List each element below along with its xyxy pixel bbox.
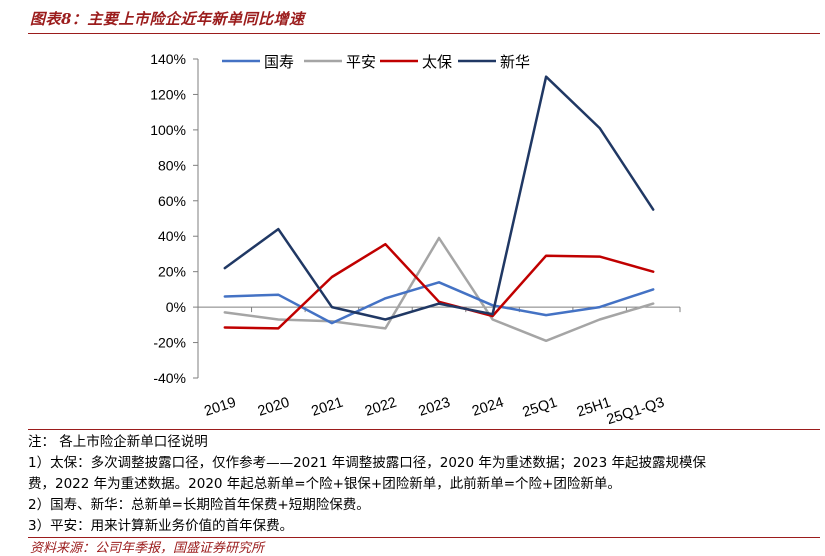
- y-tick-label: 60%: [158, 193, 186, 209]
- x-tick-label: 2024: [470, 395, 506, 420]
- y-tick-label: 100%: [150, 122, 186, 138]
- series-line-平安: [223, 236, 655, 343]
- y-tick-label: 140%: [150, 51, 186, 67]
- y-tick-label: 40%: [158, 228, 186, 244]
- legend-label: 国寿: [264, 54, 294, 71]
- legend-label: 新华: [500, 54, 530, 71]
- series-line-国寿: [223, 281, 655, 325]
- series-lines: [223, 75, 655, 343]
- x-tick-label: 2022: [363, 395, 399, 420]
- legend-label: 太保: [422, 54, 452, 71]
- line-chart: -40% -20% 0% 20% 40% 60% 80% 100% 120% 140% 2019 2…: [150, 51, 681, 429]
- x-tick-label: 2020: [256, 395, 292, 420]
- notes-block: 注： 各上市险企新单口径说明 1）太保：多次调整披露口径，仅作参考——2021 …: [28, 432, 820, 537]
- top-rule: [28, 33, 820, 34]
- series-line-新华: [223, 75, 655, 321]
- y-axis: -40% -20% 0% 20% 40% 60% 80% 100% 120% 140%: [150, 51, 199, 386]
- note-line: 2）国寿、新华：总新单=长期险首年保费+短期险保费。: [28, 497, 370, 513]
- y-tick-label: 120%: [150, 86, 186, 102]
- x-tick-label: 2019: [202, 395, 238, 420]
- note-line: 1）太保：多次调整披露口径，仅作参考——2021 年调整披露口径，2020 年为…: [28, 455, 707, 471]
- x-tick-label: 2021: [309, 395, 345, 420]
- note-line: 注： 各上市险企新单口径说明: [28, 434, 208, 450]
- y-tick-label: 80%: [158, 157, 186, 173]
- figure-title: 图表8：主要上市险企近年新单同比增速: [30, 10, 305, 28]
- legend-label: 平安: [346, 54, 376, 71]
- legend: 国寿 平安 太保 新华: [222, 54, 530, 71]
- x-tick-label: 25Q1: [521, 395, 560, 421]
- x-tick-label: 2023: [417, 395, 453, 420]
- y-tick-label: 0%: [166, 299, 186, 315]
- middle-rule: [28, 429, 820, 430]
- y-tick-label: -40%: [153, 370, 186, 386]
- bottom-rule: [28, 537, 820, 538]
- note-line: 3）平安：用来计算新业务价值的首年保费。: [28, 518, 294, 534]
- series-line-太保: [223, 242, 655, 330]
- x-tick-label: 25Q1-Q3: [605, 395, 667, 429]
- y-tick-label: 20%: [158, 264, 186, 280]
- source-note: 资料来源：公司年季报，国盛证券研究所: [30, 541, 265, 556]
- y-tick-label: -20%: [153, 335, 186, 351]
- note-line: 费，2022 年为重述数据。2020 年起总新单=个险+银保+团险新单，此前新单…: [28, 476, 621, 492]
